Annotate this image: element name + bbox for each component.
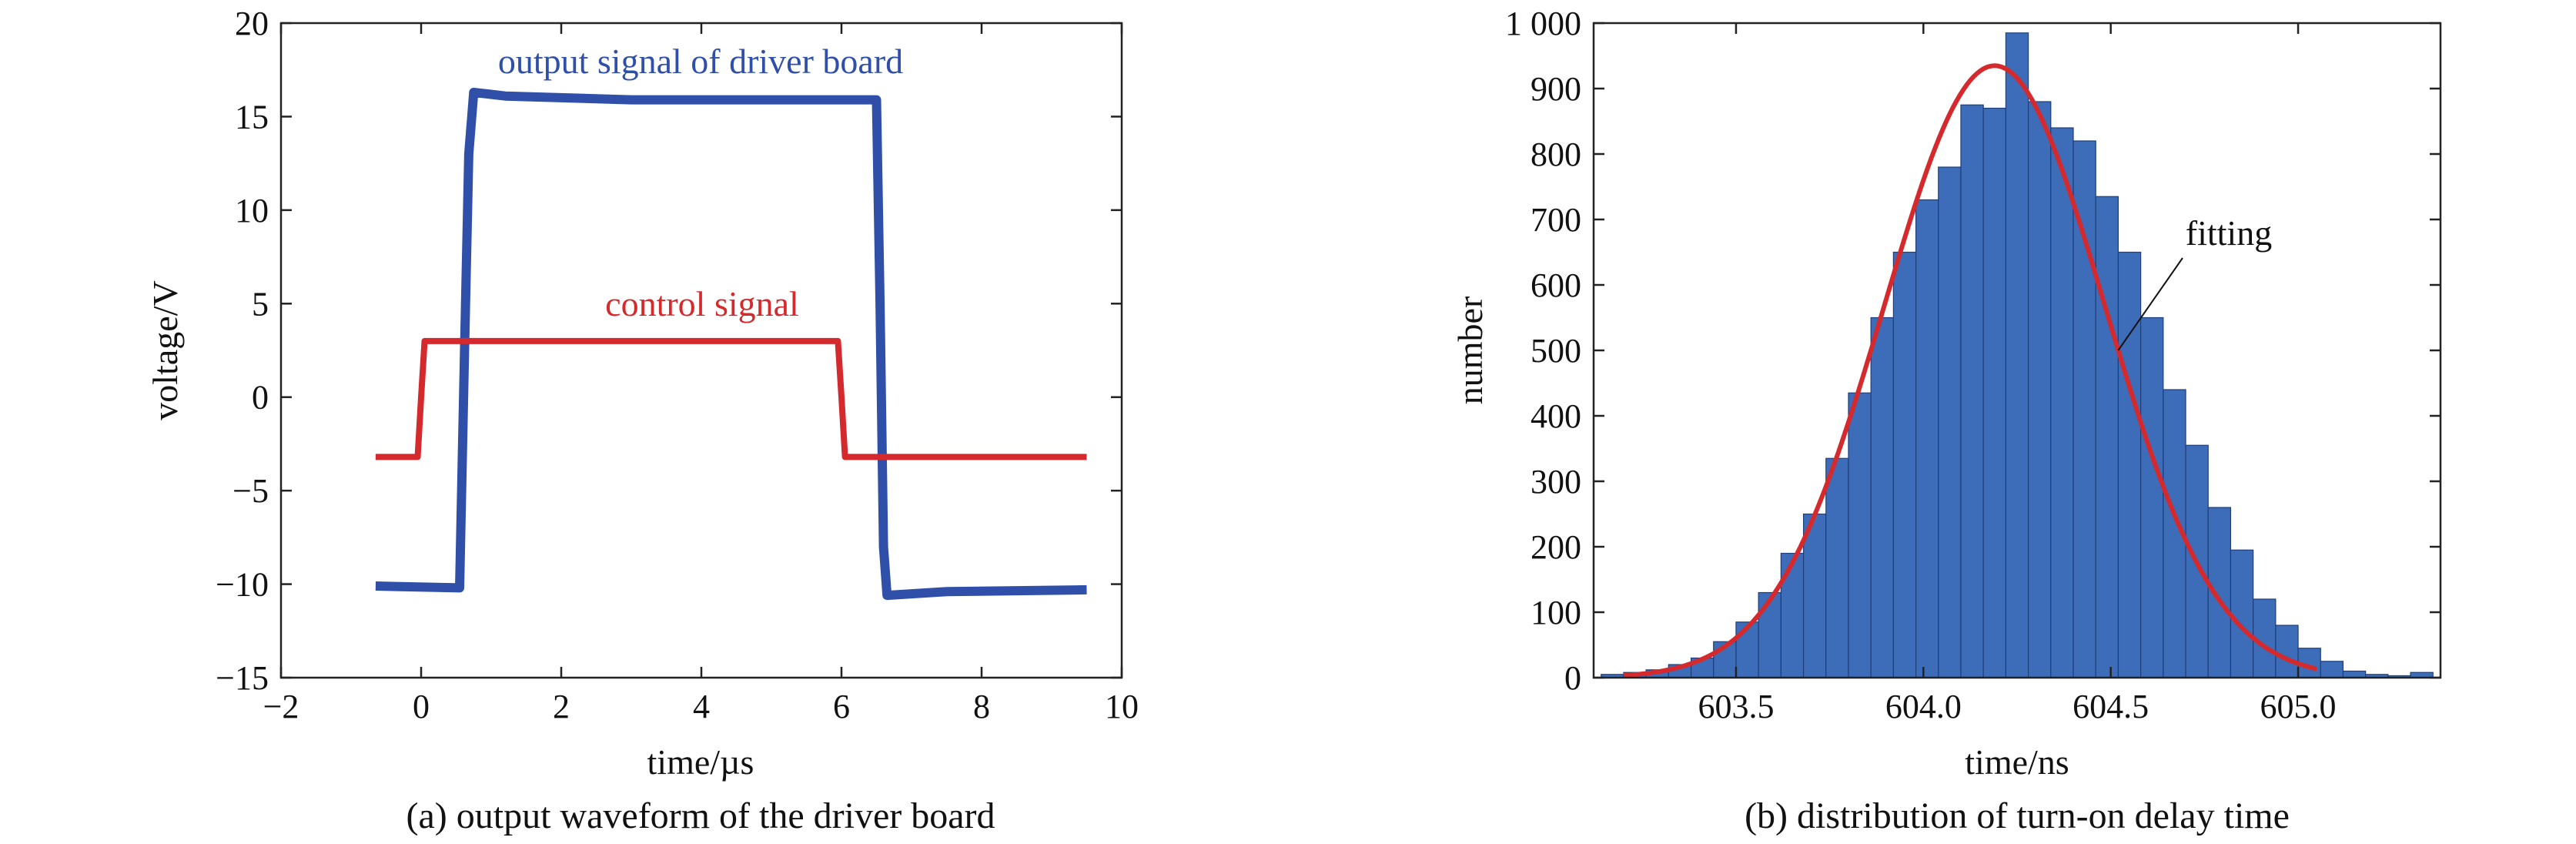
panel-b-y-tick-label: 800 xyxy=(1531,136,1581,173)
panel-a-y-ticks: −15 −10 −5 0 5 10 15 20 xyxy=(216,5,1122,697)
panel-a-y-tick-label: −10 xyxy=(216,566,269,604)
histogram-bar xyxy=(1892,251,1917,678)
panel-b-x-tick-label: 605.0 xyxy=(2260,688,2337,725)
panel-b-y-tick-label: 1 000 xyxy=(1505,5,1581,42)
histogram-bar xyxy=(1938,166,1962,678)
panel-b-y-tick-label: 200 xyxy=(1531,528,1581,566)
panel-a-series xyxy=(375,87,1087,601)
panel-a-plot-frame xyxy=(279,22,1123,679)
panel-a-y-axis-label: voltage/V xyxy=(146,280,185,420)
panel-a-y-tick-label: −15 xyxy=(216,659,269,697)
histogram-bar xyxy=(2117,251,2142,678)
panel-b-x-axis-label: time/ns xyxy=(1965,742,2069,782)
panel-b-fitting-leader-line xyxy=(2117,257,2183,351)
panel-b-fitting-label: fitting xyxy=(2186,213,2272,253)
panel-a-series-label-output: output signal of driver board xyxy=(498,42,903,81)
histogram-bar xyxy=(2230,549,2254,678)
panel-b-y-tick-label: 900 xyxy=(1531,70,1581,108)
panel-b-histogram-bars xyxy=(1601,32,2434,678)
histogram-bar xyxy=(2342,670,2367,678)
panel-a-x-tick-label: 8 xyxy=(973,688,990,725)
panel-b-x-tick-label: 603.5 xyxy=(1698,688,1774,725)
panel-b-fit-curve xyxy=(1623,63,2318,678)
panel-b-y-tick-label: 400 xyxy=(1531,397,1581,435)
panel-a-x-ticks: −2 0 2 4 6 8 10 xyxy=(263,23,1139,725)
histogram-bar xyxy=(2320,661,2344,678)
histogram-bar xyxy=(1960,104,1984,678)
histogram-bar xyxy=(1982,107,2006,678)
histogram-bar xyxy=(1870,316,1894,678)
panel-a-x-tick-label: 6 xyxy=(833,688,850,725)
series-line-output-signal xyxy=(375,87,1087,601)
panel-a-y-tick-label: 20 xyxy=(235,5,269,42)
panel-b-caption: (b) distribution of turn-on delay time xyxy=(1745,795,2290,836)
panel-a-x-tick-label: 10 xyxy=(1105,688,1139,725)
series-line-control-signal xyxy=(375,337,1087,461)
histogram-bar xyxy=(2095,196,2119,678)
panel-a-output-waveform: −15 −10 −5 0 5 10 15 20 −2 0 2 4 6 8 10 output signal… xyxy=(146,5,1139,836)
panel-b-y-ticks: 0 100 200 300 400 500 600 700 800 900 1 000 xyxy=(1505,5,2441,697)
panel-a-y-tick-label: 15 xyxy=(235,98,269,136)
histogram-bar xyxy=(1848,392,1872,678)
panel-b-y-tick-label: 700 xyxy=(1531,201,1581,239)
panel-b-x-tick-label: 604.0 xyxy=(1885,688,1962,725)
panel-a-x-axis-label: time/µs xyxy=(647,742,754,782)
panel-a-x-tick-label: −2 xyxy=(263,688,299,725)
panel-a-y-tick-label: 10 xyxy=(235,192,269,229)
panel-b-y-tick-label: 300 xyxy=(1531,463,1581,501)
panel-a-x-tick-label: 4 xyxy=(693,688,710,725)
panel-a-caption: (a) output waveform of the driver board xyxy=(406,795,995,836)
panel-b-y-tick-label: 600 xyxy=(1531,266,1581,304)
histogram-bar xyxy=(2275,625,2299,678)
panel-a-series-label-control: control signal xyxy=(605,284,799,323)
histogram-bar xyxy=(2028,101,2052,678)
panel-a-y-tick-label: 5 xyxy=(252,285,269,323)
histogram-bar xyxy=(1825,457,1849,678)
panel-b-y-tick-label: 500 xyxy=(1531,332,1581,370)
panel-b-x-tick-label: 604.5 xyxy=(2073,688,2149,725)
histogram-bar xyxy=(2005,32,2029,678)
panel-a-y-tick-label: 0 xyxy=(252,379,269,417)
panel-b-y-tick-label: 100 xyxy=(1531,594,1581,631)
histogram-bar xyxy=(1758,591,1781,678)
panel-b-y-axis-label: number xyxy=(1450,296,1490,405)
histogram-bar xyxy=(2050,127,2074,678)
panel-b-x-ticks: 603.5 604.0 604.5 605.0 xyxy=(1698,23,2337,725)
gaussian-fit-line xyxy=(1623,63,2318,678)
histogram-bar xyxy=(1915,199,1939,678)
panel-a-y-tick-label: −5 xyxy=(233,472,269,510)
panel-a-x-tick-label: 2 xyxy=(553,688,570,725)
histogram-bar xyxy=(1780,552,1805,678)
panel-b-y-tick-label: 0 xyxy=(1564,659,1581,697)
panel-a-x-tick-label: 0 xyxy=(413,688,430,725)
histogram-bar xyxy=(2073,140,2096,678)
histogram-bar xyxy=(2140,316,2164,678)
